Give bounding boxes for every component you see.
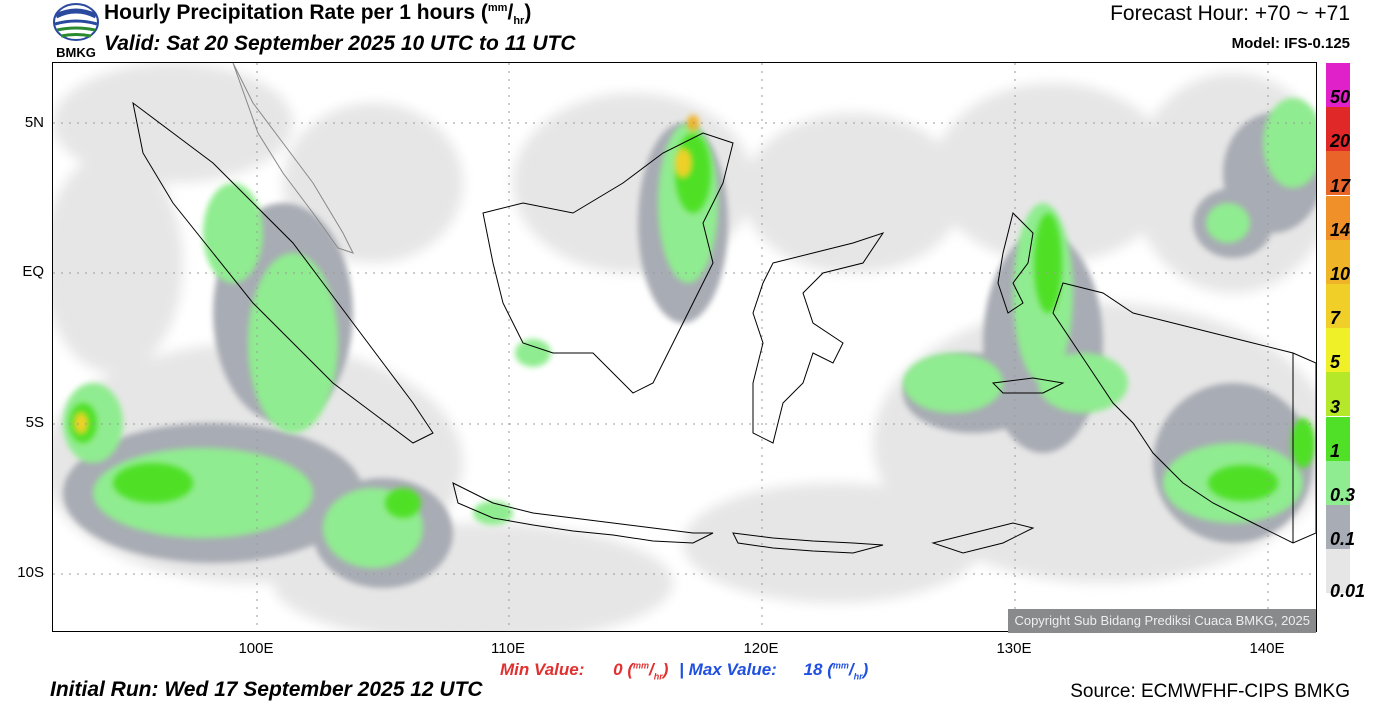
colorbar-label: 14 bbox=[1330, 219, 1351, 240]
coast-malay-peninsula bbox=[232, 63, 354, 254]
lon-label-140e: 140E bbox=[1249, 640, 1285, 657]
lat-label-5s: 5S bbox=[25, 414, 44, 431]
title-unit-num: mm bbox=[487, 2, 508, 14]
lon-label-100e: 100E bbox=[238, 640, 274, 657]
initial-run: Initial Run: Wed 17 September 2025 12 UT… bbox=[50, 678, 483, 701]
coast-timor bbox=[931, 522, 1035, 554]
colorbar-swatch bbox=[1326, 107, 1350, 152]
colorbar-label: 0.3 bbox=[1330, 485, 1356, 505]
min-max-separator: | bbox=[679, 660, 684, 679]
colorbar-swatch bbox=[1326, 239, 1350, 284]
map-canvas bbox=[53, 63, 1316, 631]
lat-label-eq: EQ bbox=[22, 263, 44, 280]
title-close: ) bbox=[524, 1, 532, 24]
colorbar-label: 17 bbox=[1330, 175, 1351, 196]
colorbar-swatch bbox=[1326, 416, 1350, 461]
coast-sulawesi bbox=[752, 232, 885, 444]
coast-new-guinea bbox=[1052, 282, 1316, 544]
lat-label-5n: 5N bbox=[24, 114, 44, 131]
max-unit-den: hr bbox=[853, 671, 863, 682]
precipitation-map bbox=[52, 62, 1317, 632]
colorbar-swatch bbox=[1326, 372, 1350, 417]
copyright-notice: Copyright Sub Bidang Prediksi Cuaca BMKG… bbox=[1008, 609, 1316, 633]
min-unit-den: hr bbox=[653, 671, 663, 682]
colorbar-swatch bbox=[1326, 151, 1350, 196]
colorbar-label: 0.1 bbox=[1330, 529, 1356, 550]
lon-label-130e: 130E bbox=[996, 640, 1032, 657]
precip-moderate-field bbox=[69, 115, 1315, 518]
title-unit-sep: / bbox=[507, 1, 514, 24]
max-unit-num: mm bbox=[832, 660, 849, 671]
colorbar-swatch bbox=[1326, 195, 1350, 240]
colorbar-label: 20 bbox=[1330, 131, 1351, 152]
colorbar-swatch bbox=[1326, 328, 1350, 373]
colorbar-swatch bbox=[1326, 549, 1350, 594]
colorbar-swatch bbox=[1326, 284, 1350, 328]
coastlines bbox=[132, 63, 1316, 554]
title-main: Hourly Precipitation Rate per 1 hours ( bbox=[104, 1, 488, 24]
colorbar-label: 50 bbox=[1330, 87, 1351, 108]
min-value: 0 bbox=[613, 660, 623, 679]
min-unit-num: mm bbox=[633, 660, 650, 671]
lon-label-120e: 120E bbox=[743, 640, 779, 657]
min-label: Min Value: bbox=[500, 660, 585, 679]
colorbar-label: 7 bbox=[1330, 308, 1341, 329]
bmkg-logo: BMKG bbox=[52, 2, 100, 60]
max-label: Max Value: bbox=[688, 660, 777, 679]
logo-text: BMKG bbox=[56, 45, 96, 60]
coast-sumatra bbox=[132, 101, 434, 444]
colorbar-label: 5 bbox=[1330, 352, 1341, 373]
coast-halmahera bbox=[997, 212, 1034, 314]
max-value: 18 bbox=[803, 660, 823, 679]
chart-title: Hourly Precipitation Rate per 1 hours (m… bbox=[104, 1, 531, 27]
colorbar-label: 1 bbox=[1330, 440, 1341, 461]
colorbar-swatch bbox=[1326, 63, 1350, 107]
coast-borneo bbox=[482, 132, 734, 394]
colorbar-swatch bbox=[1326, 460, 1350, 505]
data-source: Source: ECMWFHF-CIPS BMKG bbox=[1070, 681, 1350, 702]
colorbar-label: 10 bbox=[1330, 264, 1351, 284]
lat-label-10s: 10S bbox=[17, 564, 44, 581]
lon-label-110e: 110E bbox=[491, 640, 525, 657]
colorbar-swatch bbox=[1326, 505, 1350, 549]
coast-seram bbox=[991, 377, 1065, 394]
model-name: Model: IFS-0.125 bbox=[1231, 35, 1350, 52]
title-unit-den: hr bbox=[513, 15, 525, 28]
valid-time: Valid: Sat 20 September 2025 10 UTC to 1… bbox=[104, 32, 576, 55]
min-max-values: Min Value: 0 (mm/hr) | Max Value: 18 (mm… bbox=[500, 660, 869, 682]
coast-java bbox=[452, 482, 714, 544]
colorbar-label: 0.01 bbox=[1330, 581, 1366, 602]
coast-flores bbox=[732, 532, 884, 554]
colorbar-label: 3 bbox=[1330, 396, 1341, 417]
forecast-hour: Forecast Hour: +70 ~ +71 bbox=[1110, 2, 1350, 25]
bmkg-logo-emblem bbox=[53, 3, 99, 41]
